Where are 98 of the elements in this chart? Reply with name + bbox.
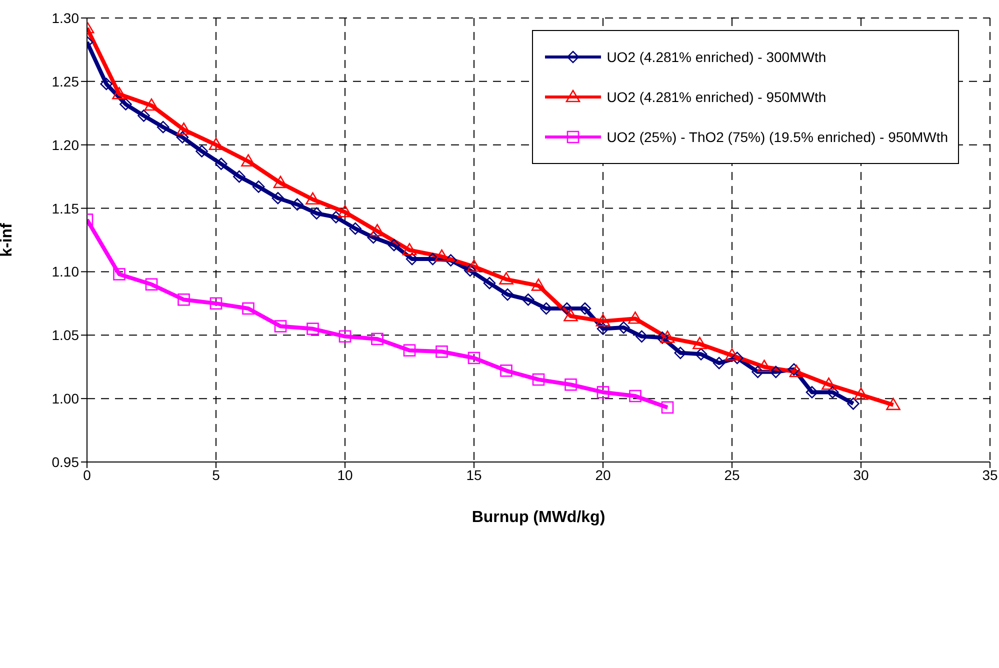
point (388, 238, 400, 252)
point (500, 364, 512, 377)
point (660, 330, 675, 343)
point (770, 366, 782, 378)
point (426, 252, 439, 266)
y-tick-label: 1.10 (52, 264, 80, 280)
x-tick-label: 30 (853, 466, 869, 483)
point (483, 276, 496, 290)
point (403, 344, 416, 357)
point (847, 397, 860, 410)
point (272, 192, 284, 204)
y-tick-label: 1.20 (52, 136, 80, 153)
point (274, 320, 287, 332)
x-tick-label: 5 (212, 466, 220, 483)
point (628, 312, 642, 324)
point (629, 390, 642, 402)
point (466, 259, 482, 272)
point (252, 180, 265, 193)
point (156, 120, 170, 134)
point (854, 388, 868, 400)
x-axis-title: Burnup (MWd/kg) (472, 509, 606, 526)
point (464, 264, 476, 277)
point (788, 363, 800, 376)
x-tick-label: 10 (337, 466, 353, 483)
point (330, 211, 342, 224)
point (120, 98, 132, 110)
y-tick-label: 1.00 (52, 390, 80, 407)
point (306, 192, 320, 205)
point (367, 231, 380, 244)
point (564, 308, 578, 322)
point (178, 293, 190, 306)
point (617, 321, 630, 334)
point (242, 302, 254, 315)
point (215, 158, 228, 170)
point (596, 322, 610, 335)
x-tick-label: 35 (982, 466, 998, 483)
point (564, 378, 577, 391)
point (661, 401, 674, 414)
point (499, 272, 514, 284)
point (596, 386, 610, 398)
point (370, 224, 384, 236)
point (241, 154, 256, 166)
point (349, 222, 362, 235)
y-tick-label: 1.30 (52, 10, 80, 26)
point (338, 204, 352, 218)
point (306, 322, 319, 335)
point (596, 314, 610, 326)
point (145, 278, 158, 291)
point (674, 346, 687, 360)
point (176, 131, 189, 144)
point (789, 364, 804, 378)
point (444, 254, 457, 266)
x-tick-label: 0 (83, 466, 92, 483)
legend-label: UO2 (4.281% enriched) - 300MWth (606, 49, 826, 65)
point (233, 170, 246, 183)
point (531, 278, 546, 291)
point (436, 345, 448, 358)
point (273, 176, 288, 188)
point (112, 86, 126, 100)
y-tick-label: 0.95 (52, 454, 80, 470)
point (757, 360, 772, 372)
point (692, 336, 707, 350)
point (291, 198, 304, 211)
point (822, 377, 836, 390)
legend-label: UO2 (4.281% enriched) - 950MWth (606, 89, 826, 105)
point (310, 207, 323, 220)
legend-label: UO2 (25%) - ThO2 (75%) (19.5% enriched) - 950MWth (606, 129, 948, 145)
y-tick-label: 1.25 (52, 73, 80, 90)
point (208, 138, 224, 150)
x-tick-label: 15 (466, 466, 482, 483)
point (434, 249, 449, 262)
point (501, 288, 514, 301)
point (724, 348, 740, 361)
point (196, 145, 208, 158)
point (468, 352, 480, 364)
x-tick-label: 25 (724, 466, 740, 483)
point (371, 332, 384, 346)
point (636, 330, 648, 343)
point (176, 122, 191, 135)
point (144, 98, 159, 111)
y-axis-title: k-inf (0, 222, 16, 257)
point (210, 297, 222, 310)
point (100, 78, 112, 90)
point (752, 366, 764, 378)
point (731, 352, 744, 364)
point (113, 268, 126, 280)
point (712, 356, 726, 370)
x-tick-label: 20 (595, 466, 611, 483)
point (886, 398, 900, 410)
point (694, 348, 708, 360)
point (540, 302, 552, 315)
y-tick-label: 1.15 (52, 200, 80, 216)
point (402, 243, 417, 256)
point (522, 293, 534, 306)
y-tick-label: 1.05 (52, 327, 80, 344)
point (532, 373, 545, 386)
point (338, 330, 352, 343)
point (138, 110, 150, 122)
